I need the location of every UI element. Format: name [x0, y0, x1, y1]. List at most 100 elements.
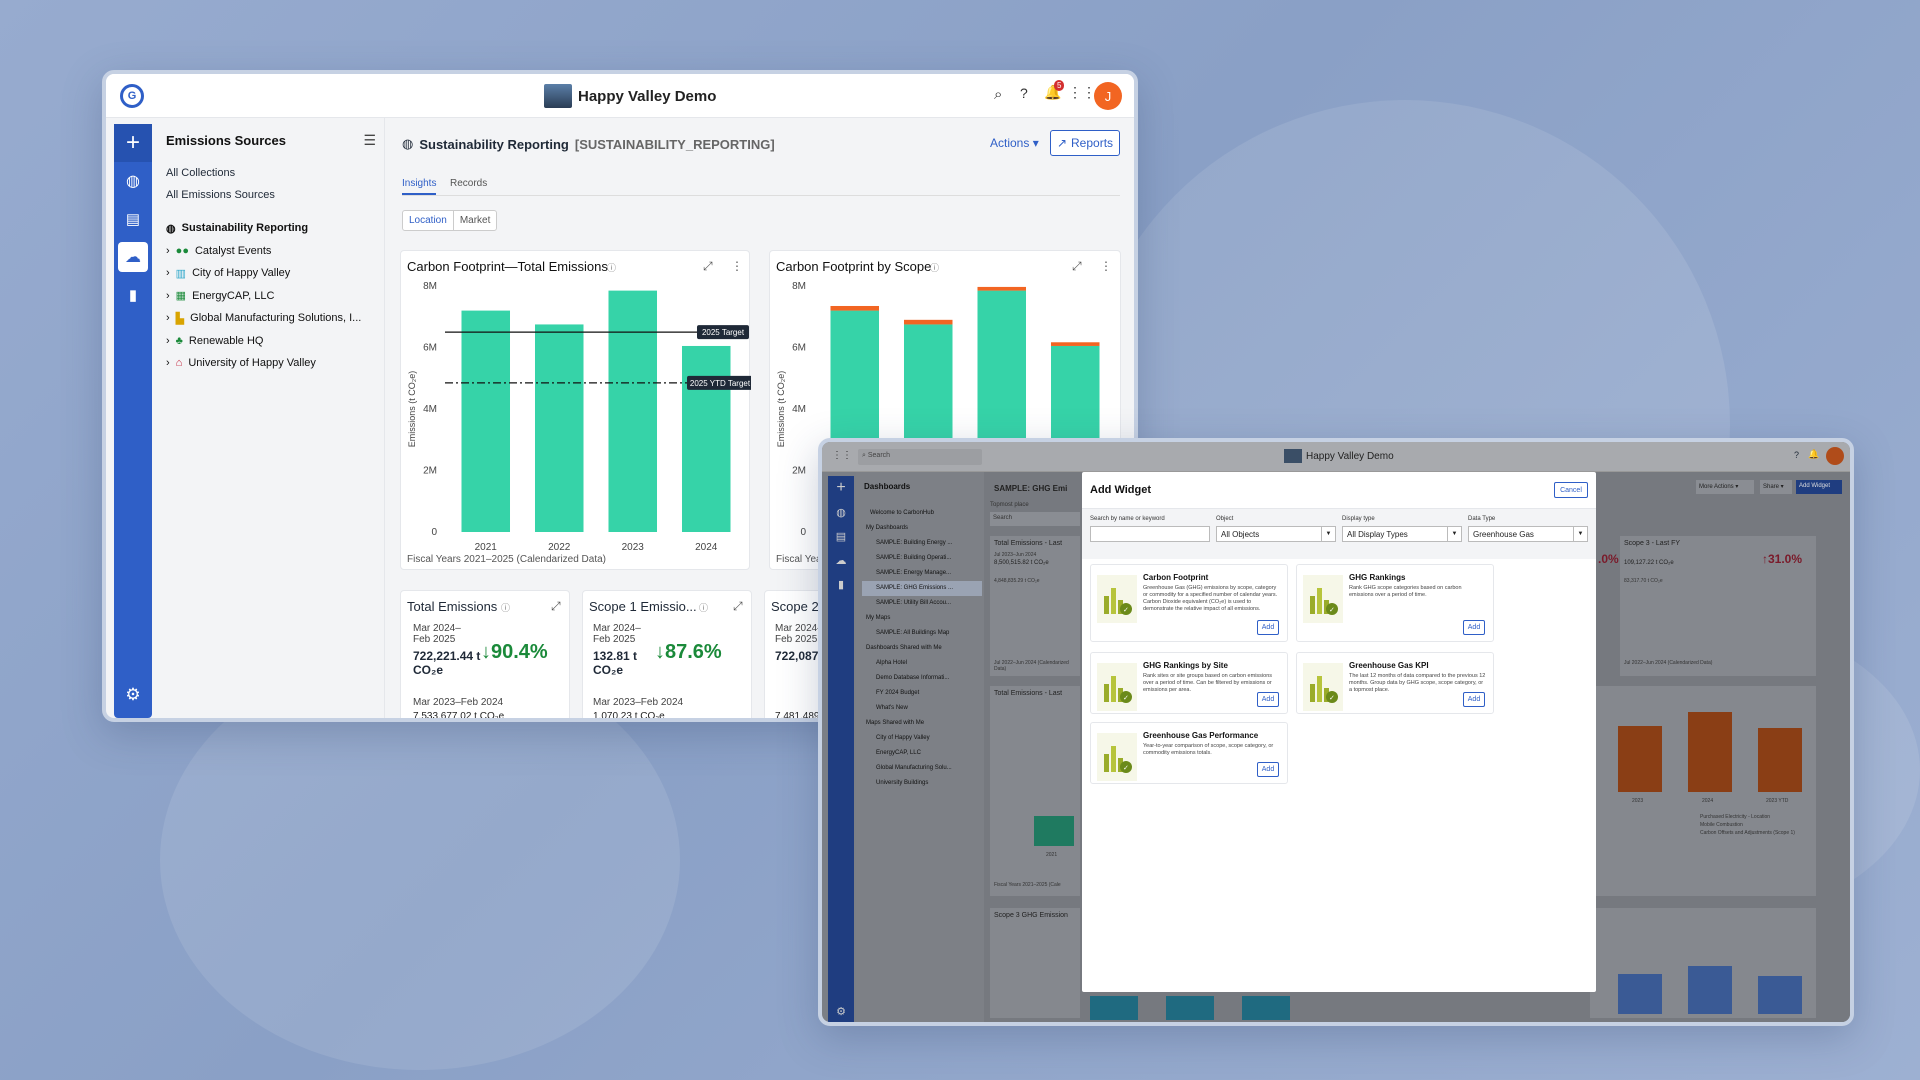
- document-nav-icon[interactable]: ▤: [125, 211, 141, 228]
- tab-insights[interactable]: Insights: [402, 178, 437, 195]
- dashboard-group-header[interactable]: Maps Shared with Me: [866, 720, 925, 726]
- widget-description: Rank GHG scope categories based on carbo…: [1349, 585, 1462, 598]
- tree-item-renewable[interactable]: › ♣ Renewable HQ: [166, 330, 384, 353]
- hamburger-menu-icon[interactable]: ☰: [363, 132, 376, 148]
- dashboard-list-item[interactable]: EnergyCAP, LLC: [876, 750, 921, 756]
- dashboard-list-item[interactable]: SAMPLE: All Buildings Map: [876, 630, 950, 636]
- add-widget-card-button[interactable]: Add: [1257, 620, 1279, 635]
- app-logo[interactable]: G: [120, 84, 144, 108]
- dashboard-list-item[interactable]: Welcome to CarbonHub: [870, 510, 934, 516]
- tree-item-catalyst-events[interactable]: › ●● Catalyst Events: [166, 240, 384, 263]
- dashboard-list-item[interactable]: FY 2024 Budget: [876, 690, 920, 696]
- all-collections-link[interactable]: All Collections: [166, 167, 236, 179]
- chart-bar-segment[interactable]: [977, 286, 1027, 291]
- chart-bar[interactable]: [461, 310, 511, 532]
- dashboard-group-header[interactable]: My Dashboards: [866, 525, 909, 531]
- add-icon[interactable]: +: [114, 124, 152, 162]
- chevron-right-icon[interactable]: ›: [166, 357, 170, 370]
- bg-bar: [1242, 996, 1290, 1020]
- widget-search-input[interactable]: [1090, 526, 1210, 542]
- help-icon[interactable]: ?: [1020, 85, 1028, 101]
- toggle-market[interactable]: Market: [459, 215, 491, 226]
- add-widget-card-button[interactable]: Add: [1463, 692, 1485, 707]
- kebab-menu-icon[interactable]: ⋮: [731, 259, 743, 273]
- kebab-menu-icon[interactable]: ⋮: [1100, 259, 1112, 273]
- tree-root-sustainability[interactable]: ◍ Sustainability Reporting: [166, 217, 384, 240]
- chevron-right-icon[interactable]: ›: [166, 334, 170, 347]
- bg-text: 83,317.70 t CO₂e: [1624, 578, 1663, 584]
- chevron-down-icon: ▼: [1321, 527, 1335, 541]
- dashboard-list-item[interactable]: What's New: [876, 705, 908, 711]
- document-nav-icon[interactable]: ▤: [835, 530, 847, 543]
- dashboard-group-header[interactable]: Dashboards Shared with Me: [866, 645, 942, 651]
- settings-gear-icon[interactable]: ⚙: [836, 1006, 846, 1018]
- bell-icon[interactable]: 🔔: [1808, 449, 1820, 459]
- tab-records[interactable]: Records: [450, 178, 488, 189]
- settings-gear-icon[interactable]: ⚙: [125, 685, 141, 704]
- chart-bar-segment[interactable]: [1050, 342, 1100, 346]
- chart-bar-segment[interactable]: [903, 319, 953, 325]
- tree-item-university[interactable]: › ⌂ University of Happy Valley: [166, 352, 384, 375]
- search-box-2[interactable]: ⌕ Search: [858, 449, 982, 465]
- topmost-search[interactable]: Search: [990, 512, 1080, 526]
- chart-bar[interactable]: [681, 345, 731, 532]
- dashboard-list-item[interactable]: City of Happy Valley: [876, 735, 930, 741]
- dashboard-list-item[interactable]: Global Manufacturing Solu...: [876, 765, 952, 771]
- expand-icon[interactable]: ⤢: [551, 599, 561, 613]
- dashboard-list-item[interactable]: SAMPLE: Building Operati...: [876, 555, 952, 561]
- chart-title: Carbon Footprint by Scope: [776, 259, 932, 274]
- search-icon[interactable]: ⌕: [994, 86, 1003, 103]
- chart-bar[interactable]: [608, 290, 658, 532]
- chevron-right-icon[interactable]: ›: [166, 267, 170, 280]
- add-widget-card-button[interactable]: Add: [1463, 620, 1485, 635]
- dashboard-list-item[interactable]: Demo Database Informati...: [876, 675, 950, 681]
- reports-button[interactable]: ↗ Reports: [1050, 130, 1120, 156]
- cloud-nav-icon[interactable]: ☁: [835, 554, 847, 567]
- apps-grid-icon[interactable]: ⋮⋮: [832, 450, 852, 461]
- dashboard-list-item[interactable]: SAMPLE: Utility Bill Accou...: [876, 600, 952, 606]
- chevron-right-icon[interactable]: ›: [166, 312, 170, 325]
- toggle-location[interactable]: Location: [403, 211, 454, 230]
- add-widget-card-button[interactable]: Add: [1257, 692, 1279, 707]
- clipboard-nav-icon[interactable]: ▮: [837, 578, 845, 591]
- dashboard-list-item[interactable]: SAMPLE: Building Energy ...: [876, 540, 953, 546]
- object-select[interactable]: All Objects ▼: [1216, 526, 1336, 542]
- user-avatar[interactable]: [1826, 447, 1844, 465]
- tree-item-energycap[interactable]: › ▦ EnergyCAP, LLC: [166, 285, 384, 308]
- tree-item-global-mfg[interactable]: › ▙ Global Manufacturing Solutions, I...: [166, 307, 384, 330]
- clipboard-nav-icon[interactable]: ▮: [128, 287, 138, 304]
- y-tick-label: 4M: [792, 404, 806, 415]
- brand-logo-icon: [1284, 449, 1302, 463]
- add-icon[interactable]: +: [836, 479, 846, 496]
- expand-icon[interactable]: ⤢: [703, 259, 713, 273]
- expand-icon[interactable]: ⤢: [733, 599, 743, 613]
- help-icon[interactable]: ?: [1794, 450, 1800, 460]
- share-button[interactable]: Share ▾: [1760, 480, 1792, 494]
- display-value: All Display Types: [1347, 530, 1408, 539]
- widget-chart-icon: ✓: [1097, 663, 1137, 711]
- dashboard-list-item[interactable]: SAMPLE: GHG Emissions ...: [862, 581, 982, 596]
- expand-icon[interactable]: ⤢: [1072, 259, 1082, 273]
- cloud-nav-icon[interactable]: ☁: [118, 242, 148, 272]
- dashboard-list-item[interactable]: Alpha Hotel: [876, 660, 908, 666]
- globe-nav-icon[interactable]: ◍: [126, 173, 140, 190]
- chevron-right-icon[interactable]: ›: [166, 244, 170, 257]
- globe-nav-icon[interactable]: ◍: [836, 506, 846, 519]
- dashboard-list-item[interactable]: University Buildings: [876, 780, 929, 786]
- chevron-right-icon[interactable]: ›: [166, 289, 170, 302]
- data-type-select[interactable]: Greenhouse Gas ▼: [1468, 526, 1588, 542]
- cancel-button[interactable]: Cancel: [1554, 482, 1588, 498]
- display-type-select[interactable]: All Display Types ▼: [1342, 526, 1462, 542]
- all-sources-link[interactable]: All Emissions Sources: [166, 189, 275, 201]
- add-widget-button[interactable]: Add Widget: [1796, 480, 1842, 494]
- apps-grid-icon[interactable]: ⋮⋮: [1068, 84, 1096, 100]
- chart-bar[interactable]: [534, 324, 584, 532]
- tree-item-city[interactable]: › ▥ City of Happy Valley: [166, 262, 384, 285]
- dashboard-group-header[interactable]: My Maps: [866, 615, 891, 621]
- dashboard-list-item[interactable]: SAMPLE: Energy Manage...: [876, 570, 952, 576]
- add-widget-card-button[interactable]: Add: [1257, 762, 1279, 777]
- user-avatar[interactable]: J: [1094, 82, 1122, 110]
- chart-bar-segment[interactable]: [830, 305, 880, 311]
- actions-dropdown[interactable]: Actions ▾: [990, 136, 1039, 150]
- more-actions-button[interactable]: More Actions ▾: [1696, 480, 1754, 494]
